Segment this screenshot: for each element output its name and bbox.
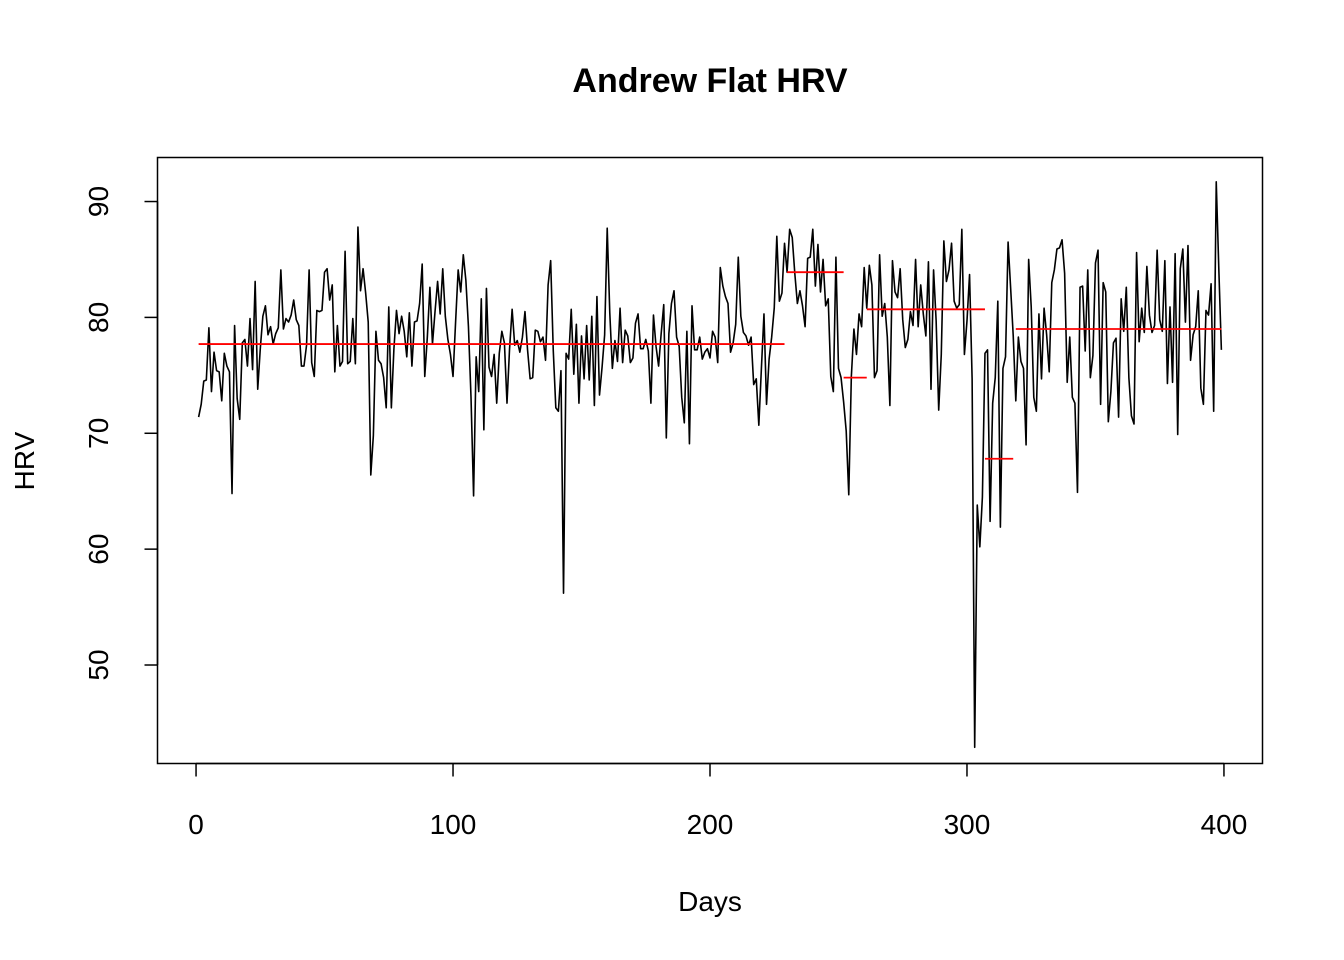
y-tick-label: 90 (83, 186, 114, 217)
x-tick-label: 400 (1201, 809, 1248, 840)
segment-means (198, 271, 1222, 460)
x-tick-label: 300 (944, 809, 991, 840)
x-tick-label: 200 (687, 809, 734, 840)
y-tick-label: 70 (83, 418, 114, 449)
y-axis-label: HRV (9, 431, 40, 490)
y-tick-label: 60 (83, 534, 114, 565)
y-tick-label: 50 (83, 649, 114, 680)
x-axis: 0 100 200 300 400 (188, 762, 1248, 840)
y-axis: 50 60 70 80 90 (83, 186, 159, 681)
y-tick-label: 80 (83, 302, 114, 333)
x-axis-label: Days (678, 886, 742, 917)
plot-frame (156, 156, 1264, 765)
x-tick-label: 0 (188, 809, 204, 840)
x-tick-label: 100 (430, 809, 477, 840)
hrv-series-line (197, 181, 1223, 749)
chart-title: Andrew Flat HRV (572, 62, 848, 100)
